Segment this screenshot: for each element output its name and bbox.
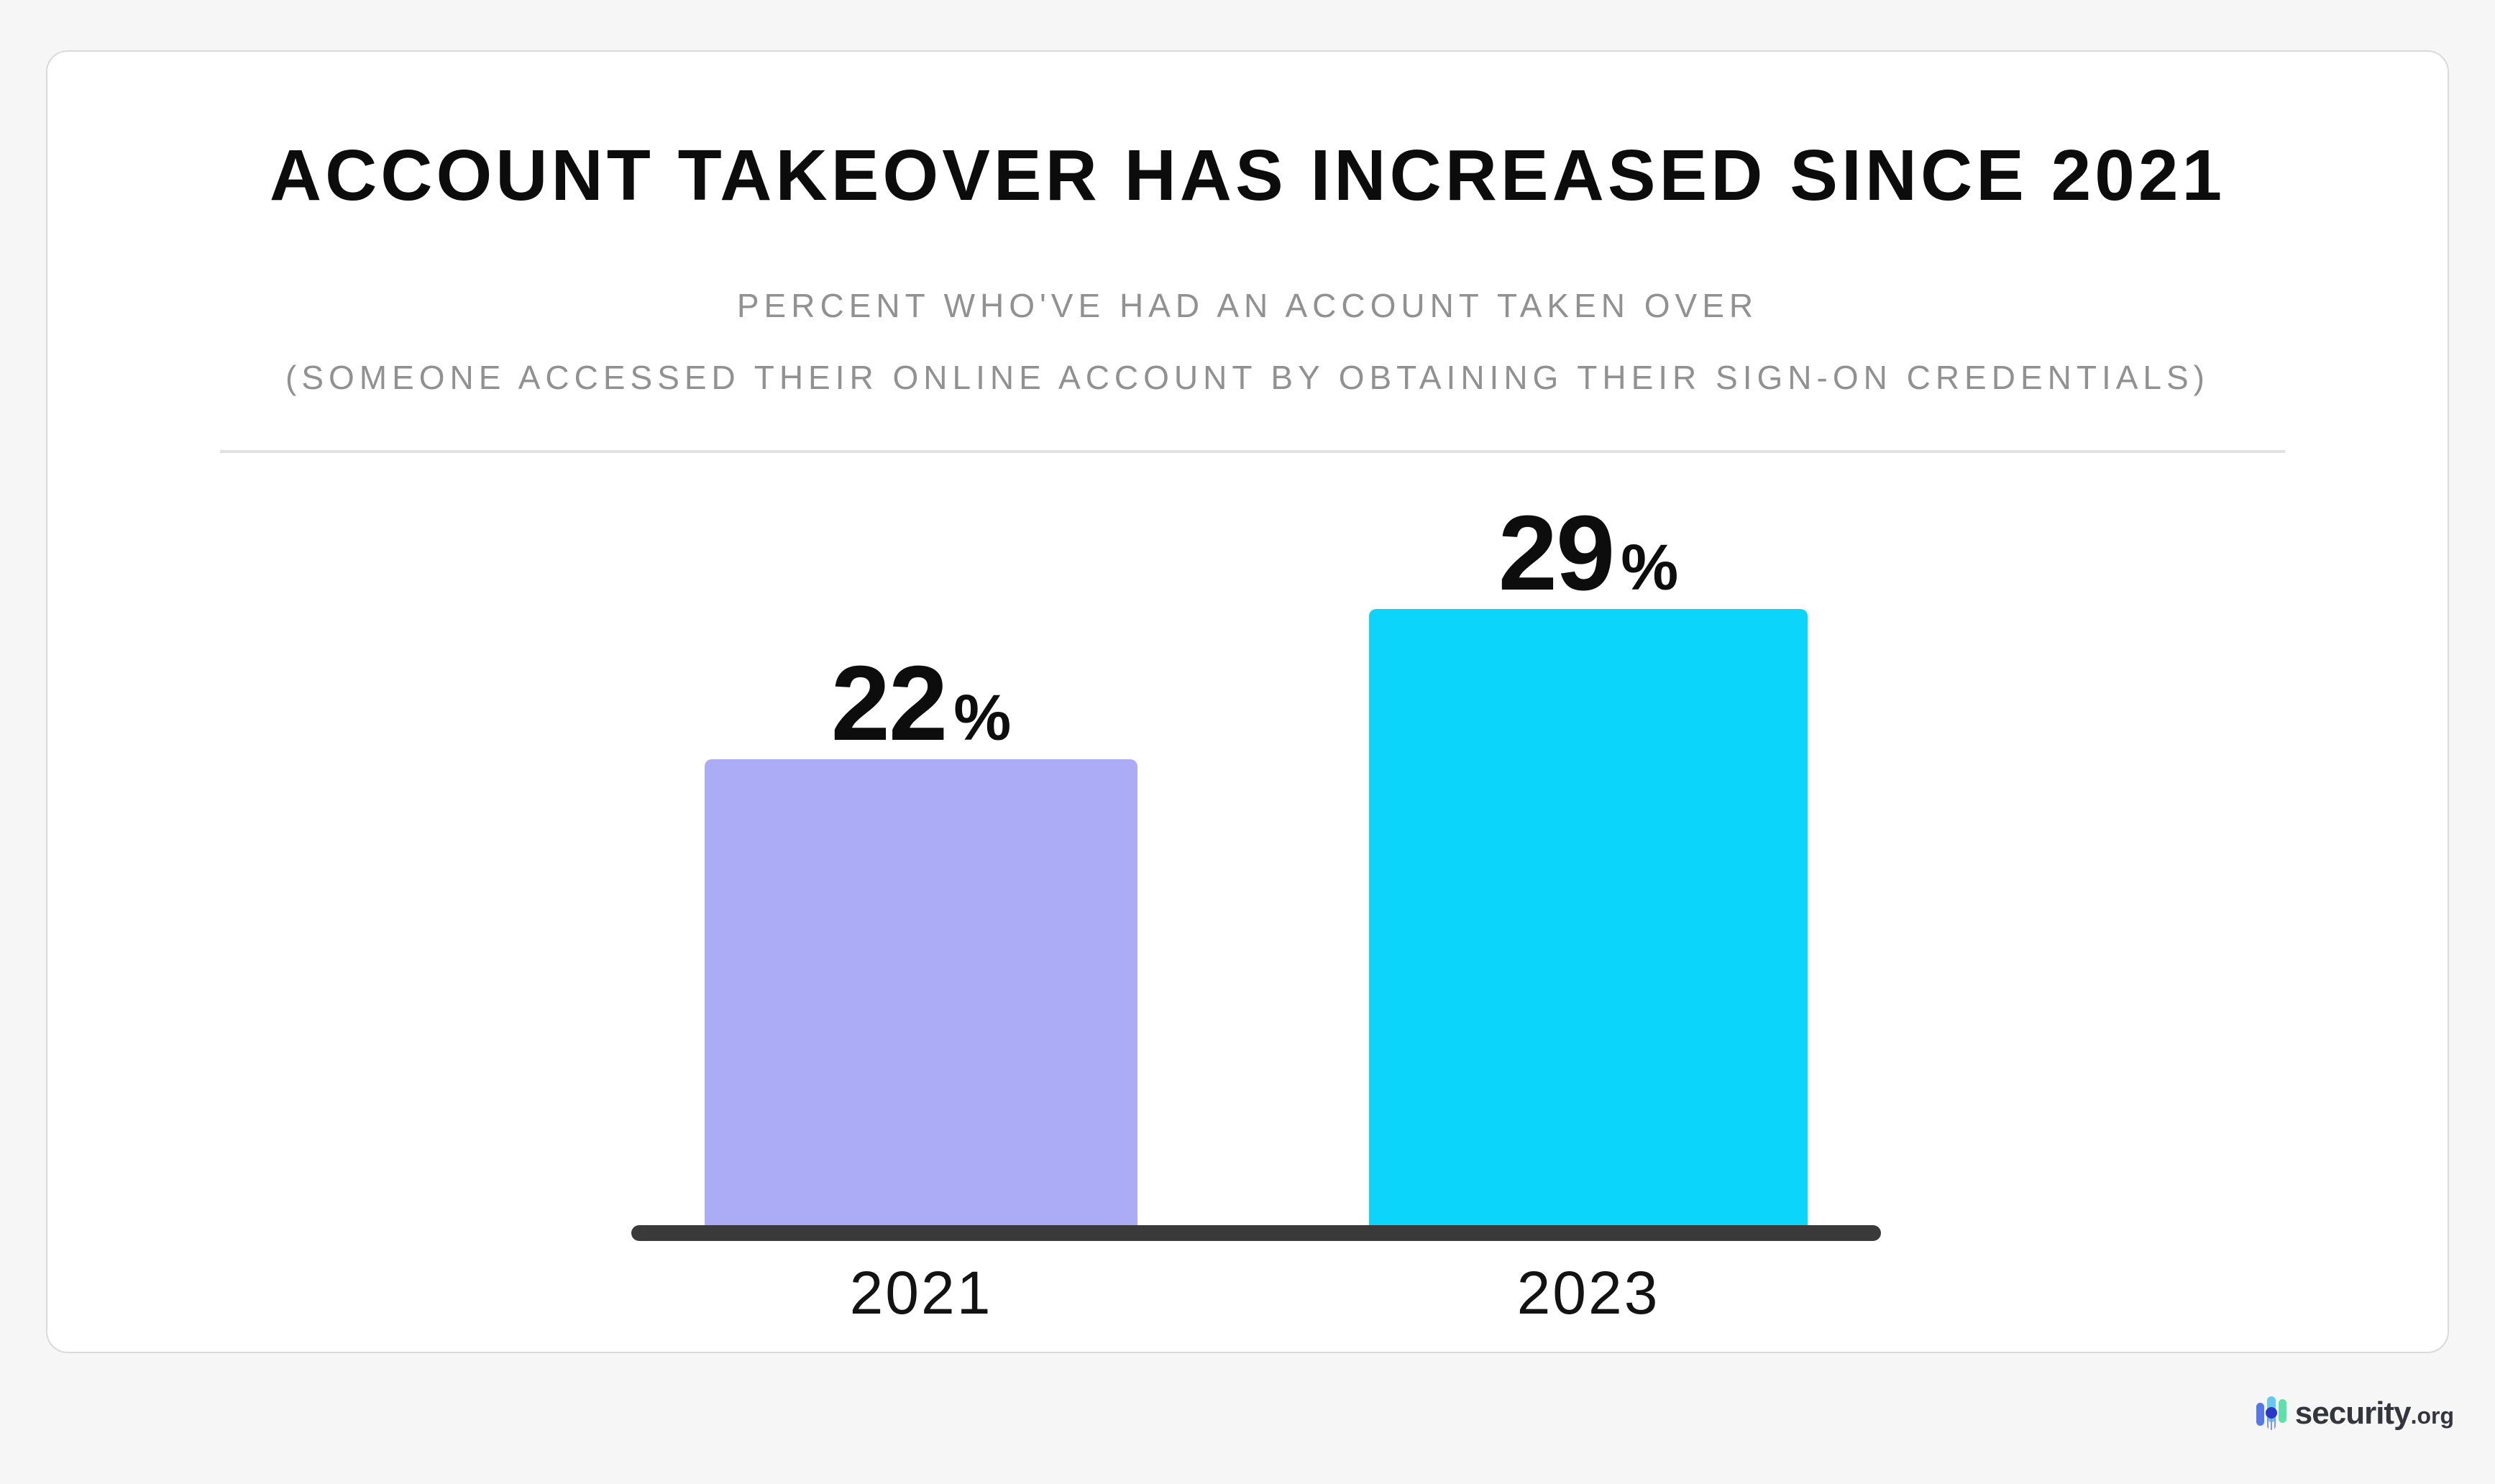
chart-subtitle-line2: (SOMEONE ACCESSED THEIR ONLINE ACCOUNT B… [285, 359, 2210, 396]
percent-sign-2021: % [953, 682, 1012, 754]
logo-dot [2265, 1407, 2277, 1419]
logo-word: security [2294, 1395, 2412, 1431]
bar-2021 [705, 759, 1137, 1232]
logo-bar-middle-stripes [2266, 1418, 2276, 1430]
axis-label-2021: 2021 [849, 1259, 993, 1327]
bar-2023 [1369, 609, 1808, 1232]
x-axis-line [631, 1225, 1881, 1241]
securityorg-logo-text: security.org [2294, 1395, 2454, 1431]
logo-bar-left [2256, 1403, 2264, 1426]
securityorg-logo-icon [2256, 1396, 2286, 1430]
logo-bar-right [2278, 1399, 2286, 1423]
bar-chart: 22% 29% 2021 2023 [47, 52, 2448, 1352]
value-label-2023: 29% [1369, 500, 1808, 607]
chart-subtitle-line1: PERCENT WHO'VE HAD AN ACCOUNT TAKEN OVER [736, 287, 1759, 324]
axis-label-2023: 2023 [1516, 1259, 1660, 1327]
logo-suffix: .org [2410, 1402, 2454, 1429]
chart-card: ACCOUNT TAKEOVER HAS INCREASED SINCE 202… [46, 50, 2449, 1353]
value-label-2021: 22% [705, 651, 1137, 757]
securityorg-logo: security.org [2256, 1396, 2454, 1430]
divider [220, 450, 2285, 453]
value-2021: 22 [830, 644, 948, 763]
value-2023: 29 [1498, 494, 1616, 613]
chart-title: ACCOUNT TAKEOVER HAS INCREASED SINCE 202… [269, 135, 2226, 216]
percent-sign-2023: % [1621, 532, 1679, 604]
